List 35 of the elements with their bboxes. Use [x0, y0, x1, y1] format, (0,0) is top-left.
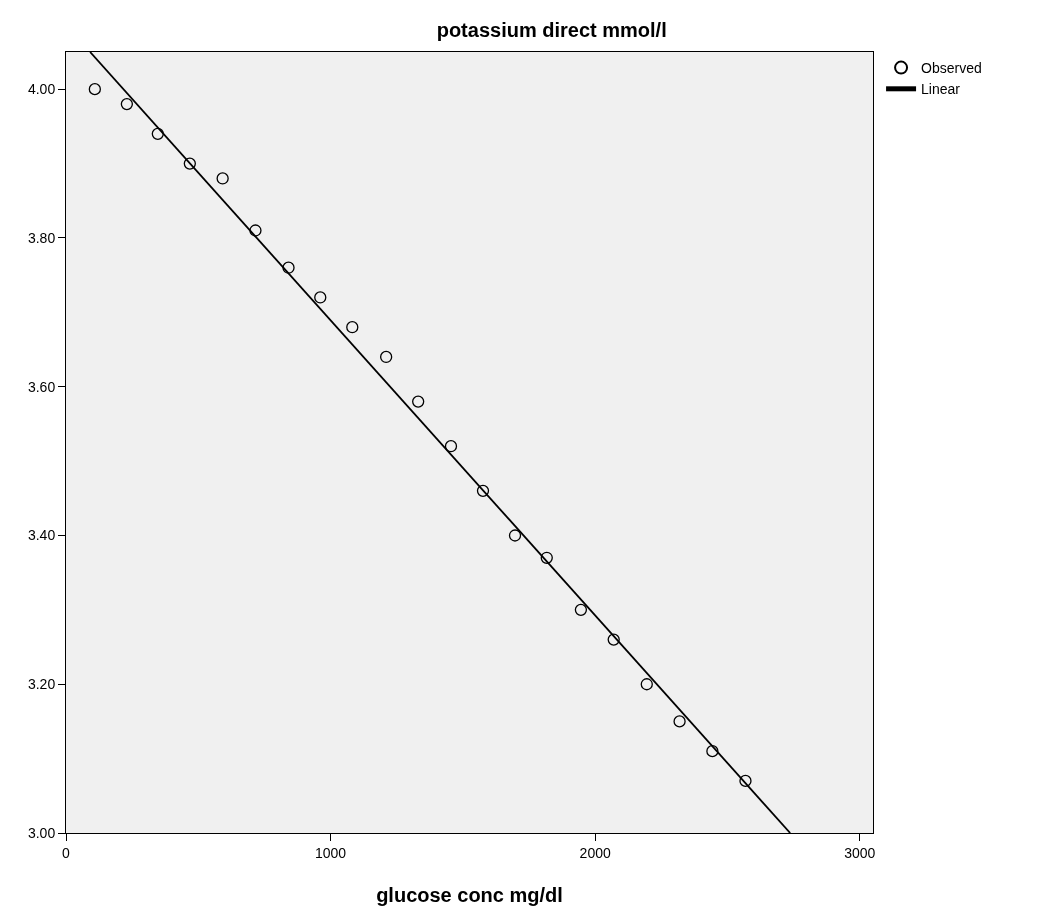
point — [88, 83, 101, 96]
point — [476, 484, 490, 497]
x-axis-title: glucose conc mg/dl — [376, 884, 563, 907]
y-tick-label: 4.00 — [27, 81, 56, 98]
point — [183, 157, 196, 170]
point — [640, 678, 653, 691]
point — [540, 551, 553, 564]
x-tick-label: 3000 — [844, 844, 876, 861]
point — [346, 321, 359, 334]
point — [380, 350, 393, 364]
y-tick-label: 3.20 — [27, 676, 56, 693]
point — [508, 529, 522, 542]
legend-label: Observed — [921, 60, 982, 77]
point — [574, 603, 588, 617]
chart-title: potassium direct mmol/l — [436, 19, 667, 42]
x-tick-label: 2000 — [579, 844, 611, 861]
point — [314, 291, 327, 304]
point — [120, 97, 134, 111]
legend-label: Linear — [921, 81, 961, 98]
point — [249, 224, 262, 237]
point — [282, 261, 295, 274]
point — [412, 395, 425, 408]
y-tick-label: 3.80 — [27, 229, 56, 246]
point — [739, 774, 752, 788]
point — [706, 745, 719, 758]
point — [151, 127, 164, 140]
y-tick-label: 3.00 — [27, 824, 56, 841]
y-tick-label: 3.40 — [27, 527, 56, 544]
x-tick-label: 0 — [62, 844, 71, 861]
point — [673, 715, 686, 728]
y-tick-label: 3.60 — [27, 378, 56, 395]
point — [216, 172, 229, 185]
x-tick-label: 1000 — [315, 844, 347, 861]
point — [607, 633, 620, 646]
point — [444, 440, 458, 453]
